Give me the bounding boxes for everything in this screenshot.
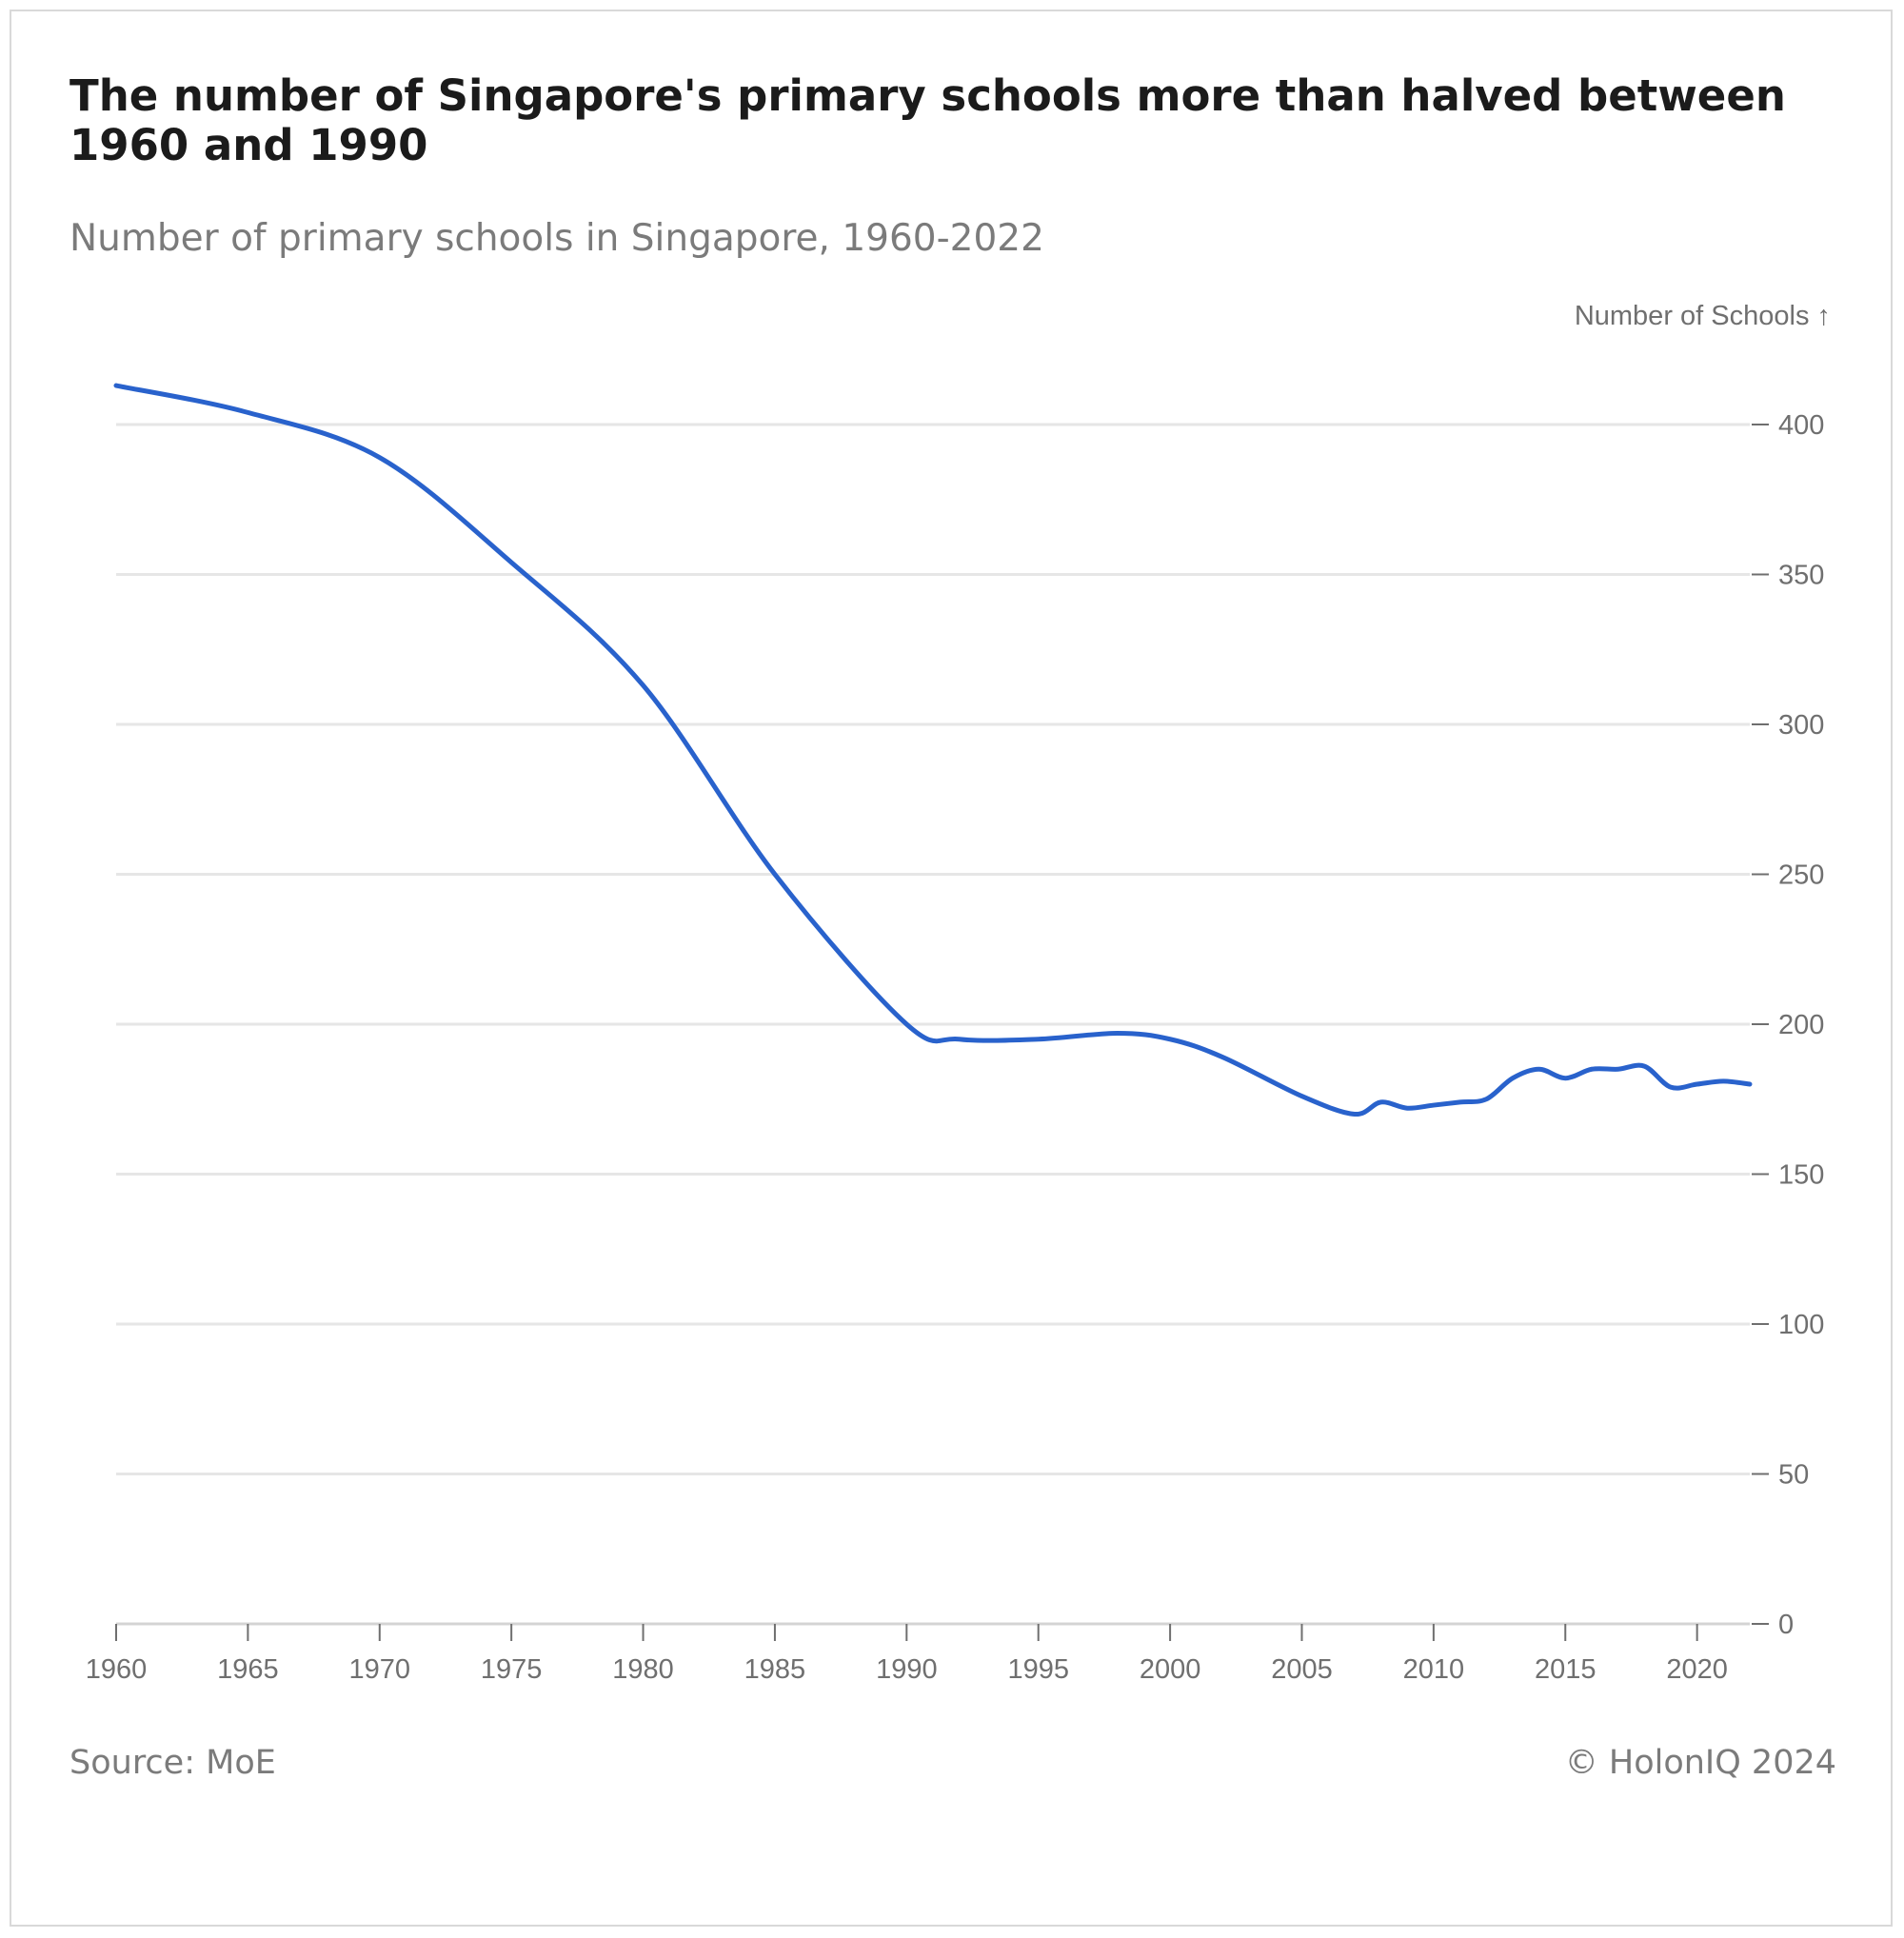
x-tick-label: 2005 xyxy=(1271,1654,1333,1685)
x-tick-label: 2015 xyxy=(1535,1654,1597,1685)
series-line xyxy=(113,383,1753,1117)
y-tick-label: 300 xyxy=(1778,710,1824,741)
y-axis-label: Number of Schools ↑ xyxy=(1575,301,1831,331)
y-tick-label: 50 xyxy=(1778,1460,1809,1491)
x-tick-label: 1985 xyxy=(744,1654,806,1685)
y-tick-label: 150 xyxy=(1778,1160,1824,1191)
y-tick-label: 200 xyxy=(1778,1010,1824,1040)
y-tick-label: 350 xyxy=(1778,561,1824,591)
x-tick-label: 2020 xyxy=(1666,1654,1728,1685)
copyright-note: © HolonIQ 2024 xyxy=(1564,1744,1836,1782)
x-tick-label: 1970 xyxy=(349,1654,411,1685)
chart-title: The number of Singapore's primary school… xyxy=(69,70,1786,170)
series xyxy=(113,383,1753,1117)
x-tick-label: 1980 xyxy=(612,1654,674,1685)
chart-subtitle: Number of primary schools in Singapore, … xyxy=(69,217,1044,260)
y-tick-label: 250 xyxy=(1778,860,1824,891)
x-tick-label: 1960 xyxy=(86,1654,148,1685)
chart-card xyxy=(10,10,1893,1927)
x-tick-label: 1975 xyxy=(481,1654,543,1685)
x-tick-label: 1965 xyxy=(217,1654,279,1685)
grid-lines xyxy=(116,423,1750,1475)
x-tick-label: 1995 xyxy=(1007,1654,1069,1685)
x-tick-label: 2010 xyxy=(1403,1654,1465,1685)
y-tick-label: 400 xyxy=(1778,410,1824,441)
x-tick-label: 2000 xyxy=(1140,1654,1201,1685)
source-note: Source: MoE xyxy=(69,1744,276,1782)
axes: 0 50 100 150 200 250 300 350 400 1960 1965 1970 1975… xyxy=(86,410,1825,1685)
x-tick-label: 1990 xyxy=(876,1654,938,1685)
y-tick-label: 0 xyxy=(1778,1610,1794,1640)
y-tick-label: 100 xyxy=(1778,1310,1824,1340)
